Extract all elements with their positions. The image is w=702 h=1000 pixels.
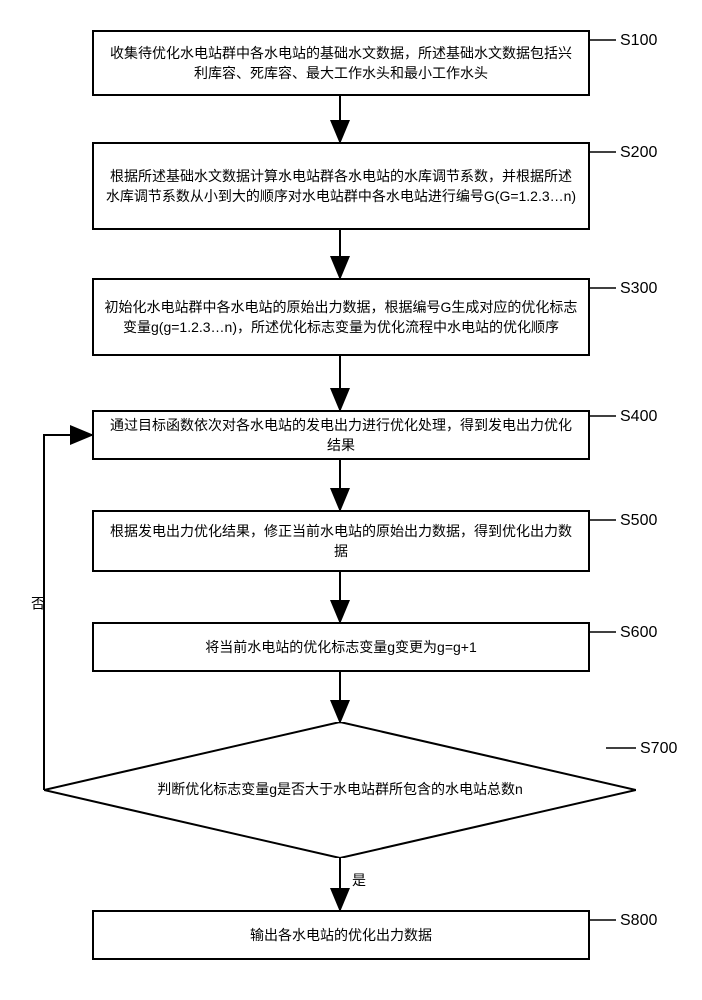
node-s100-text: 收集待优化水电站群中各水电站的基础水文数据，所述基础水文数据包括兴利库容、死库容… xyxy=(104,43,578,84)
edge-label-yes: 是 xyxy=(352,870,366,890)
step-label-s200: S200 xyxy=(620,144,657,162)
step-label-s700: S700 xyxy=(640,740,677,758)
node-s600: 将当前水电站的优化标志变量g变更为g=g+1 xyxy=(92,622,590,672)
node-s500: 根据发电出力优化结果，修正当前水电站的原始出力数据，得到优化出力数据 xyxy=(92,510,590,572)
step-label-s500: S500 xyxy=(620,512,657,530)
edge-label-no: 否 xyxy=(28,596,48,610)
node-s400-text: 通过目标函数依次对各水电站的发电出力进行优化处理，得到发电出力优化结果 xyxy=(104,415,578,456)
flowchart-canvas: 收集待优化水电站群中各水电站的基础水文数据，所述基础水文数据包括兴利库容、死库容… xyxy=(0,0,702,1000)
node-s700-text: 判断优化标志变量g是否大于水电站群所包含的水电站总数n xyxy=(44,780,636,798)
step-label-s400: S400 xyxy=(620,408,657,426)
node-s200-text: 根据所述基础水文数据计算水电站群各水电站的水库调节系数，并根据所述水库调节系数从… xyxy=(104,166,578,207)
step-label-s100: S100 xyxy=(620,32,657,50)
node-s800: 输出各水电站的优化出力数据 xyxy=(92,910,590,960)
node-s300: 初始化水电站群中各水电站的原始出力数据，根据编号G生成对应的优化标志变量g(g=… xyxy=(92,278,590,356)
node-s500-text: 根据发电出力优化结果，修正当前水电站的原始出力数据，得到优化出力数据 xyxy=(104,521,578,562)
node-s400: 通过目标函数依次对各水电站的发电出力进行优化处理，得到发电出力优化结果 xyxy=(92,410,590,460)
node-s800-text: 输出各水电站的优化出力数据 xyxy=(250,925,432,945)
node-s300-text: 初始化水电站群中各水电站的原始出力数据，根据编号G生成对应的优化标志变量g(g=… xyxy=(104,297,578,338)
node-s200: 根据所述基础水文数据计算水电站群各水电站的水库调节系数，并根据所述水库调节系数从… xyxy=(92,142,590,230)
step-label-s800: S800 xyxy=(620,912,657,930)
node-s700: 判断优化标志变量g是否大于水电站群所包含的水电站总数n xyxy=(44,722,636,858)
step-label-s600: S600 xyxy=(620,624,657,642)
node-s100: 收集待优化水电站群中各水电站的基础水文数据，所述基础水文数据包括兴利库容、死库容… xyxy=(92,30,590,96)
step-label-s300: S300 xyxy=(620,280,657,298)
node-s600-text: 将当前水电站的优化标志变量g变更为g=g+1 xyxy=(205,637,477,657)
